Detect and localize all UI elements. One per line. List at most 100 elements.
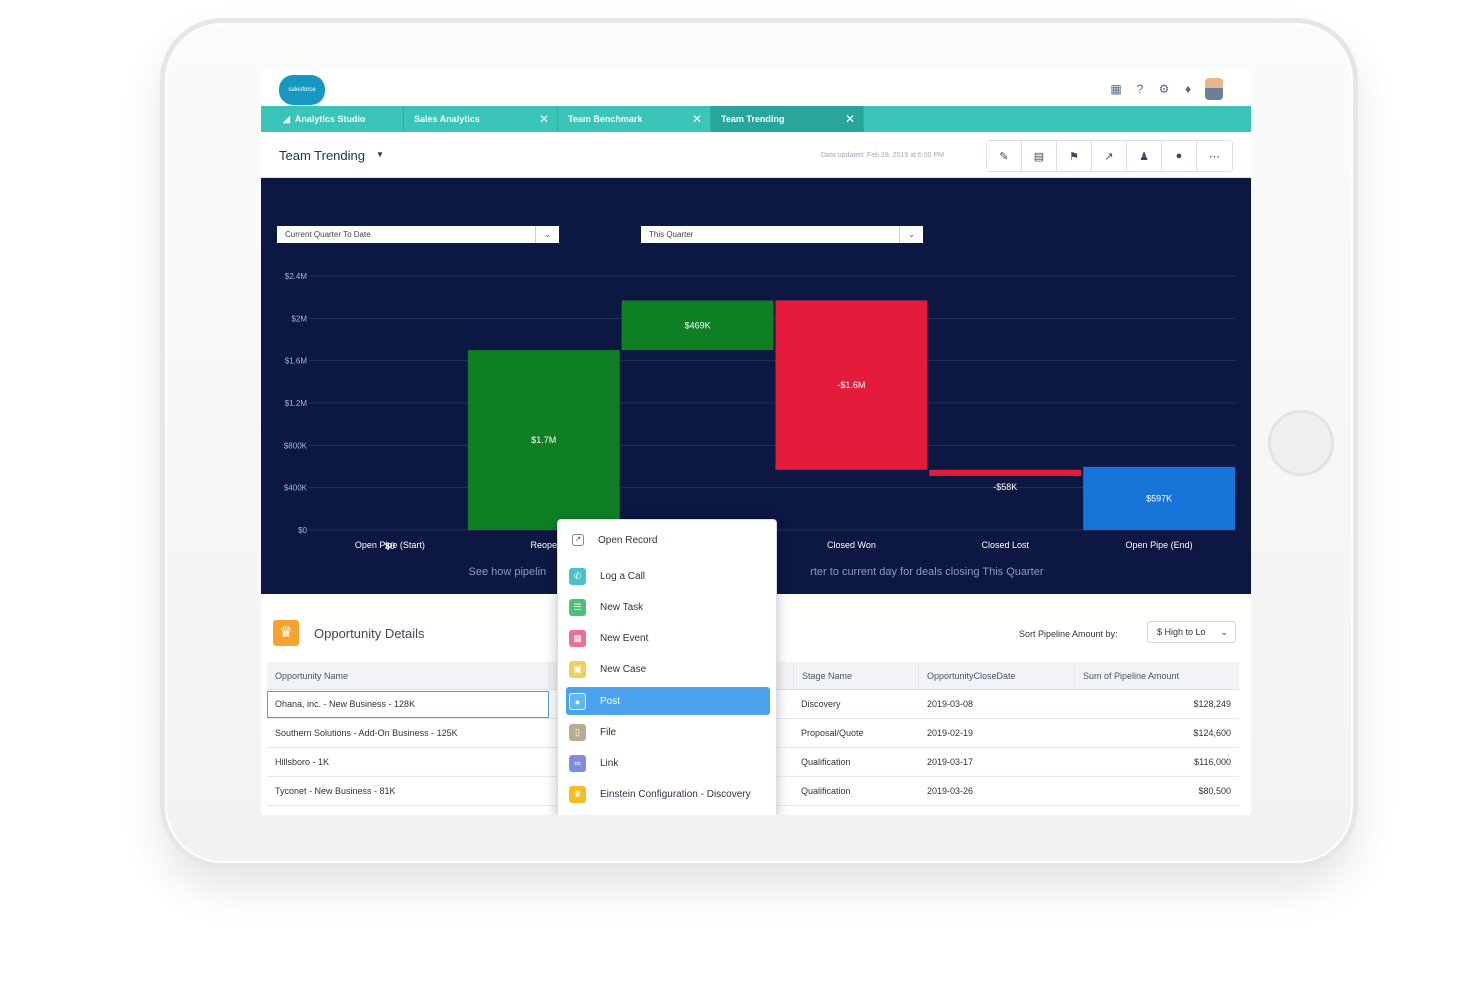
tab-team-trending[interactable]: Team Trending ✕ bbox=[711, 106, 864, 132]
stage-cell: Discovery bbox=[801, 699, 841, 709]
save-icon[interactable]: ▤ bbox=[1022, 141, 1057, 171]
data-updated-text: Data updated: Feb 28, 2019 at 6:00 PM bbox=[821, 152, 944, 159]
column-header-stage-name[interactable]: Stage Name bbox=[793, 662, 919, 690]
amount-cell: $124,600 bbox=[1193, 728, 1231, 738]
tab-label: Team Trending bbox=[721, 114, 785, 124]
filter-value: This Quarter bbox=[649, 230, 694, 239]
chevron-down-icon[interactable]: ▼ bbox=[376, 150, 384, 159]
global-icons: ▦ ? ⚙ ♦ bbox=[1109, 78, 1223, 100]
menu-item-label: Post bbox=[600, 695, 621, 707]
y-tick-label: $1.6M bbox=[285, 357, 308, 366]
data-label: $1.7M bbox=[531, 435, 556, 445]
footnote-right: rter to current day for deals closing Th… bbox=[810, 566, 1044, 578]
period-filter[interactable]: Current Quarter To Date ⌄ bbox=[277, 226, 559, 243]
y-tick-label: $800K bbox=[284, 441, 308, 450]
sort-select[interactable]: $ High to Lo ⌄ bbox=[1147, 621, 1236, 643]
setup-gear-icon[interactable]: ⚙ bbox=[1158, 82, 1170, 96]
menu-item-link[interactable]: ∞ Link bbox=[566, 749, 770, 777]
tablet-home-button[interactable] bbox=[1268, 410, 1334, 476]
x-tick-label: Closed Won bbox=[827, 540, 876, 550]
tab-analytics-studio[interactable]: ◢ Analytics Studio bbox=[261, 106, 404, 132]
close-date-cell: 2019-02-19 bbox=[927, 728, 974, 738]
opportunity-name-cell[interactable]: Hillsboro - 1K bbox=[275, 757, 330, 767]
opportunity-name-cell[interactable]: Tyconet - New Business - 81K bbox=[275, 786, 396, 796]
menu-item-label: Einstein Configuration - Discovery bbox=[600, 788, 751, 800]
details-title: Opportunity Details bbox=[314, 626, 425, 641]
x-tick-label: Open Pipe (Start) bbox=[355, 540, 425, 550]
menu-item-new-event[interactable]: ▦ New Event bbox=[566, 624, 770, 652]
x-tick-label: Open Pipe (End) bbox=[1126, 540, 1193, 550]
data-label: $597K bbox=[1146, 493, 1172, 503]
data-label: $0 bbox=[385, 541, 395, 551]
chevron-down-icon: ⌄ bbox=[1220, 627, 1228, 637]
bookmark-icon[interactable]: ⚑ bbox=[1057, 141, 1092, 171]
close-icon[interactable]: ✕ bbox=[538, 112, 549, 126]
column-header-opportunity-name[interactable]: Opportunity Name bbox=[267, 662, 550, 690]
menu-item-label: Log a Call bbox=[600, 570, 646, 582]
y-tick-label: $2M bbox=[291, 314, 307, 323]
logo-text: salesforce bbox=[288, 87, 316, 93]
column-header-pipeline-amount[interactable]: Sum of Pipeline Amount bbox=[1083, 671, 1180, 681]
tab-team-benchmark[interactable]: Team Benchmark ✕ bbox=[558, 106, 711, 132]
comment-icon[interactable]: ● bbox=[1162, 141, 1197, 171]
case-icon: ▣ bbox=[569, 660, 586, 678]
menu-item-post[interactable]: ● Post bbox=[566, 687, 770, 715]
tab-label: Analytics Studio bbox=[294, 114, 366, 124]
chevron-down-icon[interactable]: ⌄ bbox=[535, 226, 559, 243]
stage-cell: Qualification bbox=[801, 757, 851, 767]
page-title[interactable]: Team Trending bbox=[279, 148, 365, 163]
global-header: salesforce ▦ ? ⚙ ♦ bbox=[261, 70, 1251, 106]
post-icon: ● bbox=[569, 692, 586, 710]
menu-item-new-task[interactable]: ☰ New Task bbox=[566, 593, 770, 621]
more-icon[interactable]: ⋯ bbox=[1197, 141, 1232, 171]
record-actions-menu: ↗ Open Record ✆ Log a Call ☰ New Task ▦ … bbox=[557, 519, 777, 815]
event-icon: ▦ bbox=[569, 629, 586, 647]
sort-label: Sort Pipeline Amount by: bbox=[1019, 629, 1118, 639]
y-tick-label: $1.2M bbox=[285, 399, 308, 408]
people-icon[interactable]: ♟ bbox=[1127, 141, 1162, 171]
y-tick-label: $400K bbox=[284, 484, 308, 493]
tab-label: Team Benchmark bbox=[568, 114, 643, 124]
app-launcher-icon[interactable]: ▦ bbox=[1110, 82, 1122, 96]
close-date-cell: 2019-03-17 bbox=[927, 757, 974, 767]
opportunity-name-cell[interactable]: Ohana, inc. - New Business - 128K bbox=[275, 699, 416, 709]
stage-cell: Qualification bbox=[801, 786, 851, 796]
notifications-bell-icon[interactable]: ♦ bbox=[1184, 82, 1192, 96]
menu-item-new-case[interactable]: ▣ New Case bbox=[566, 655, 770, 683]
data-label: -$1.6M bbox=[837, 380, 865, 390]
avatar[interactable] bbox=[1205, 78, 1223, 100]
close-period-filter[interactable]: This Quarter ⌄ bbox=[641, 226, 923, 243]
share-icon[interactable]: ↗ bbox=[1092, 141, 1127, 171]
menu-item-file[interactable]: ▯ File bbox=[566, 718, 770, 746]
chevron-down-icon[interactable]: ⌄ bbox=[899, 226, 923, 243]
menu-item-einstein-configuration[interactable]: ♛ Einstein Configuration - Discovery bbox=[566, 780, 770, 808]
x-tick-label: Reope bbox=[530, 540, 557, 550]
close-date-cell: 2019-03-26 bbox=[927, 786, 974, 796]
help-icon[interactable]: ? bbox=[1136, 82, 1144, 96]
column-header-close-date[interactable]: OpportunityCloseDate bbox=[919, 662, 1075, 690]
menu-item-label: Link bbox=[600, 757, 619, 769]
y-tick-label: $2.4M bbox=[285, 272, 308, 281]
tab-label: Sales Analytics bbox=[414, 114, 480, 124]
menu-item-log-a-call[interactable]: ✆ Log a Call bbox=[566, 562, 770, 590]
menu-item-label: New Task bbox=[600, 601, 644, 613]
link-icon: ∞ bbox=[569, 754, 586, 772]
task-icon: ☰ bbox=[569, 598, 586, 616]
close-icon[interactable]: ✕ bbox=[844, 112, 855, 126]
dashboard-header: Team Trending ▼ Data updated: Feb 28, 20… bbox=[261, 132, 1251, 178]
menu-item-open-record[interactable]: ↗ Open Record bbox=[566, 526, 770, 554]
salesforce-logo[interactable]: salesforce bbox=[279, 75, 325, 105]
sort-value: $ High to Lo bbox=[1157, 627, 1206, 637]
amount-cell: $80,500 bbox=[1198, 786, 1231, 796]
chart-icon: ◢ bbox=[283, 113, 290, 124]
edit-pencil-icon[interactable]: ✎ bbox=[987, 141, 1022, 171]
menu-item-label: Open Record bbox=[598, 534, 658, 546]
data-label: $469K bbox=[685, 320, 711, 330]
selected-cell bbox=[267, 691, 549, 718]
data-label: -$58K bbox=[993, 482, 1017, 492]
close-icon[interactable]: ✕ bbox=[691, 112, 702, 126]
tab-sales-analytics[interactable]: Sales Analytics ✕ bbox=[404, 106, 558, 132]
opportunity-name-cell[interactable]: Southern Solutions - Add-On Business - 1… bbox=[275, 728, 458, 738]
file-icon: ▯ bbox=[569, 723, 586, 741]
